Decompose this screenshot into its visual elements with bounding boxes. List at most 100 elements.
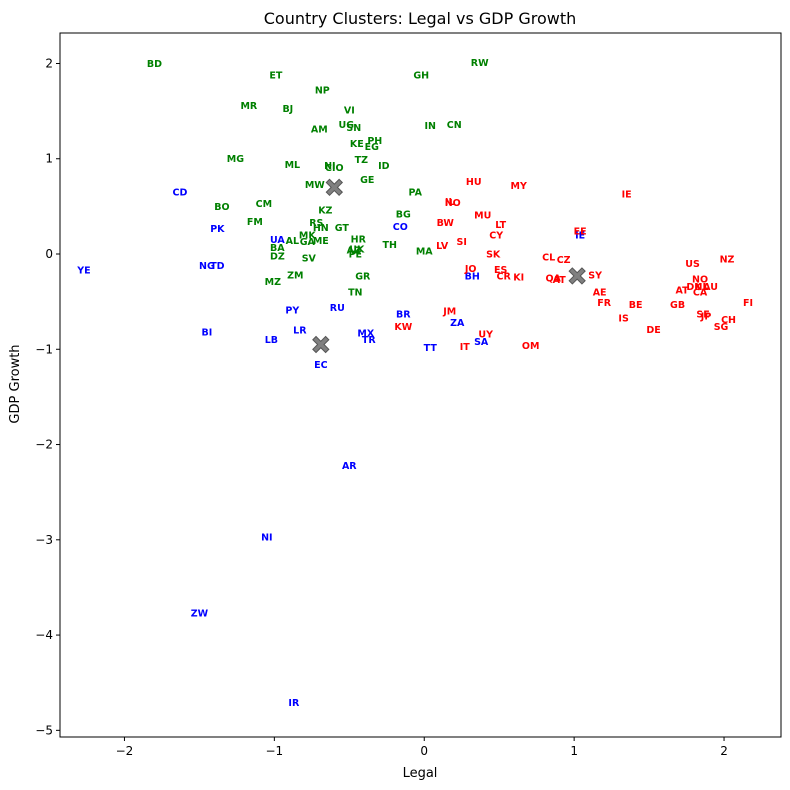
point-label: PA [409, 188, 423, 199]
point-label: TT [424, 343, 438, 354]
point-label: HU [466, 177, 482, 188]
point-label: MU [474, 210, 491, 221]
point-label: SE [696, 310, 709, 321]
x-tick-label: 2 [720, 744, 728, 758]
point-label: BI [202, 328, 213, 339]
y-tick-label: −3 [35, 533, 53, 547]
point-label: NO [445, 198, 461, 209]
point-label: PK [210, 224, 225, 235]
point-label: CD [172, 188, 187, 199]
point-label: MY [511, 181, 527, 192]
y-tick-label: −1 [35, 342, 53, 356]
point-label: CO [393, 222, 408, 233]
point-label: FM [247, 217, 263, 228]
point-label: UG [339, 120, 355, 131]
point-label: NO [692, 274, 708, 285]
point-label: DK [686, 282, 702, 293]
point-label: UY [478, 330, 493, 341]
point-label: BA [270, 243, 285, 254]
point-label: KI [513, 272, 524, 283]
point-label: AT [676, 286, 690, 297]
point-label: TZ [355, 155, 368, 166]
point-label: DE [646, 325, 660, 336]
x-axis-label: Legal [403, 766, 438, 781]
point-label: CIO [325, 163, 344, 174]
point-label: UK [349, 245, 365, 256]
point-label: SA [474, 337, 489, 348]
point-label: ET [269, 70, 282, 81]
point-label: GA [300, 237, 316, 248]
point-label: ME [313, 236, 329, 247]
point-label: IE [575, 230, 585, 241]
point-label: CY [489, 230, 503, 241]
x-tick-label: 0 [420, 744, 428, 758]
point-label: BE [629, 300, 643, 311]
point-label: JO [464, 264, 477, 275]
point-label: MW [305, 180, 325, 191]
point-label: IE [622, 189, 632, 200]
point-label: AU [703, 282, 718, 293]
point-label: CN [447, 120, 462, 131]
point-label: GT [335, 223, 350, 234]
point-label: HR [351, 234, 367, 245]
point-label: QA [545, 273, 561, 284]
point-label: VI [344, 106, 355, 117]
point-label: SY [588, 270, 602, 281]
point-label: MR [240, 101, 257, 112]
point-label: AT [553, 275, 567, 286]
point-label: SV [302, 253, 317, 264]
point-label: PH [367, 136, 382, 147]
point-label: RW [471, 58, 489, 69]
point-label: BJ [282, 104, 293, 115]
y-tick-label: −2 [35, 438, 53, 452]
point-label: OM [522, 341, 540, 352]
point-label: AE [593, 288, 607, 299]
point-label: RU [330, 303, 345, 314]
point-label: KZ [318, 206, 332, 217]
point-label: ZA [450, 318, 465, 329]
point-label: RS [309, 218, 323, 229]
point-label: SN [346, 123, 361, 134]
point-label: CH [721, 315, 736, 326]
point-label: NZ [720, 254, 735, 265]
point-label: MA [416, 247, 433, 258]
point-label: DZ [270, 251, 285, 262]
plot-frame [59, 32, 782, 738]
chart-title: Country Clusters: Legal vs GDP Growth [264, 9, 576, 28]
point-label: TR [362, 335, 376, 346]
point-label: ID [378, 161, 390, 172]
x-tick-label: −1 [265, 744, 283, 758]
point-label: TD [210, 261, 224, 272]
point-label: TH [383, 240, 397, 251]
point-label: JM [442, 307, 456, 318]
point-label: FR [597, 298, 611, 309]
point-label: EG [365, 142, 379, 153]
point-label: CM [256, 199, 272, 210]
cluster-centroids [312, 178, 586, 354]
point-label: AR [342, 461, 357, 472]
point-label: KW [394, 322, 412, 333]
point-label: AM [311, 125, 328, 136]
point-label: ZM [287, 270, 303, 281]
point-label: CL [542, 252, 555, 263]
point-label: KE [350, 139, 364, 150]
point-label: UA [270, 235, 285, 246]
point-label: IL [445, 197, 455, 208]
point-label: NI [324, 161, 336, 172]
point-label: SI [457, 237, 467, 248]
point-label: BG [396, 210, 411, 221]
y-tick-label: −4 [35, 628, 53, 642]
point-label: EC [314, 360, 327, 371]
point-label: NG [199, 261, 215, 272]
point-label: IT [460, 342, 471, 353]
point-label: MK [299, 230, 316, 241]
point-label: LT [495, 220, 506, 231]
point-label: GH [413, 70, 429, 81]
point-label: ML [285, 160, 301, 171]
point-label: PY [285, 306, 299, 317]
y-tick-label: 1 [45, 152, 53, 166]
point-label: GB [670, 300, 685, 311]
point-label: SK [486, 250, 501, 261]
